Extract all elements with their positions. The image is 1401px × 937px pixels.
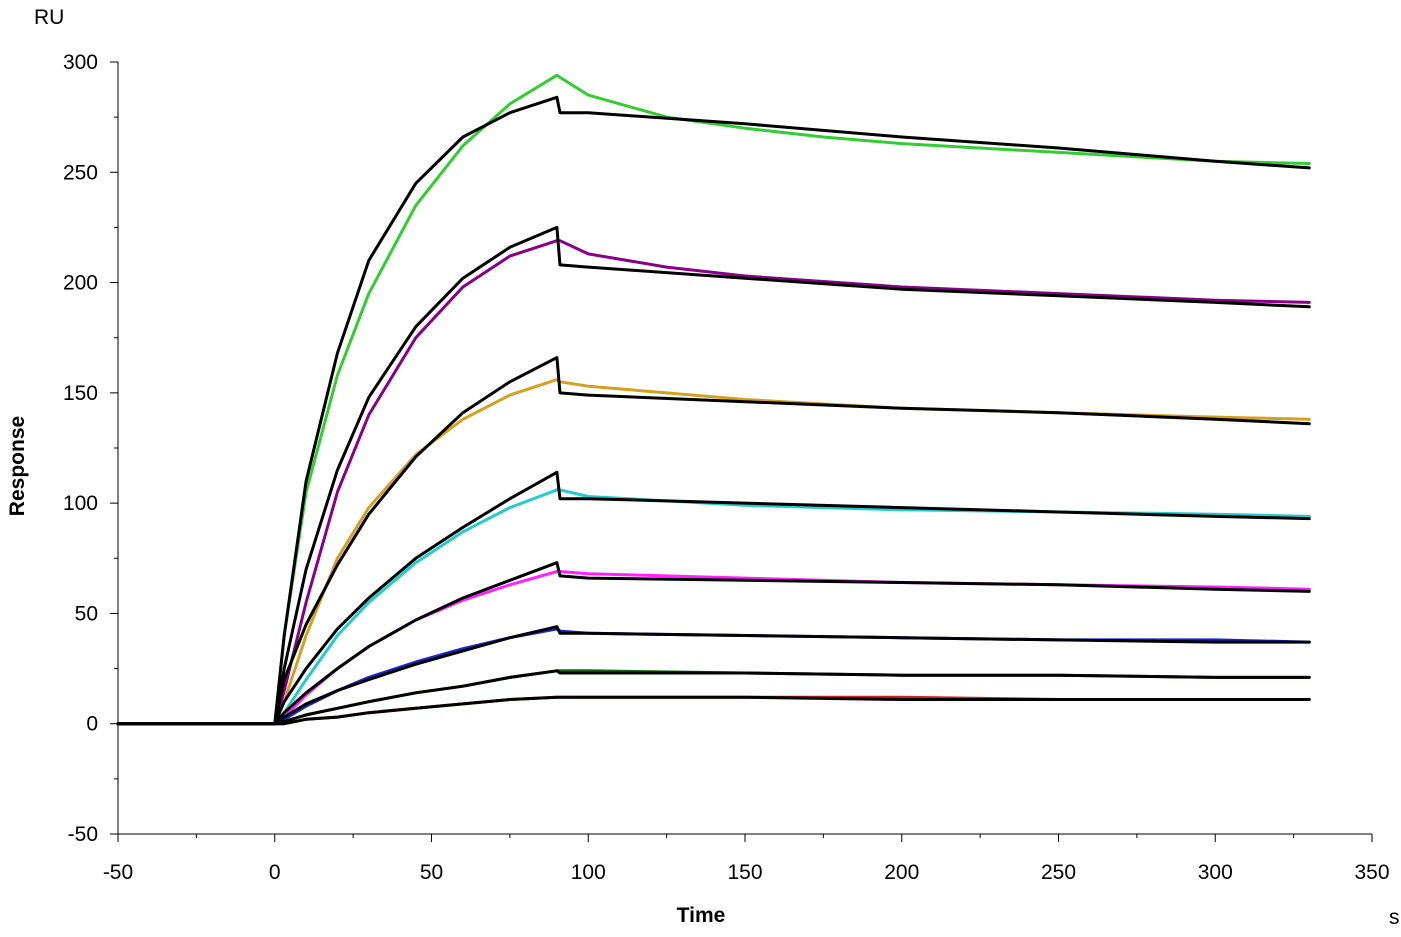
x-unit-label: s (1389, 906, 1400, 929)
y-axis-title: Response (6, 416, 29, 516)
fit-curve (116, 625, 1311, 726)
axis-labels: RU s Time Response (6, 6, 1400, 929)
response-curve (116, 73, 1311, 726)
response-curve (116, 488, 1311, 726)
y-tick-label: 100 (63, 492, 98, 515)
x-tick-label: 350 (1354, 861, 1389, 884)
x-tick-label: 300 (1198, 861, 1233, 884)
fit-curve (116, 225, 1311, 726)
x-tick-label: 200 (884, 861, 919, 884)
y-tick-label: -50 (68, 823, 98, 846)
x-tick-label: 100 (571, 861, 606, 884)
fit-curve (116, 470, 1311, 726)
x-tick-label: 250 (1041, 861, 1076, 884)
y-tick-label: 200 (63, 272, 98, 295)
fit-curve (116, 669, 1311, 726)
y-tick-label: 0 (86, 713, 98, 736)
response-curve (116, 239, 1311, 726)
series-group (116, 73, 1311, 726)
axes: -50 0 50 100 150 200 250 300 -50 0 50 100 150 200 250 3… (63, 51, 1390, 884)
x-tick-label: 0 (269, 861, 281, 884)
fit-curve (116, 695, 1311, 726)
fit-curve (116, 356, 1311, 726)
fit-curve (116, 95, 1311, 726)
x-tick-label: 150 (727, 861, 762, 884)
x-axis-title: Time (677, 904, 726, 927)
fit-curve (116, 561, 1311, 726)
x-tick-label: -50 (103, 861, 133, 884)
y-tick-label: 300 (63, 51, 98, 74)
y-unit-label: RU (34, 6, 64, 29)
y-tick-label: 250 (63, 161, 98, 184)
y-tick-label: 50 (75, 602, 98, 625)
y-tick-label: 150 (63, 382, 98, 405)
x-tick-label: 50 (420, 861, 443, 884)
